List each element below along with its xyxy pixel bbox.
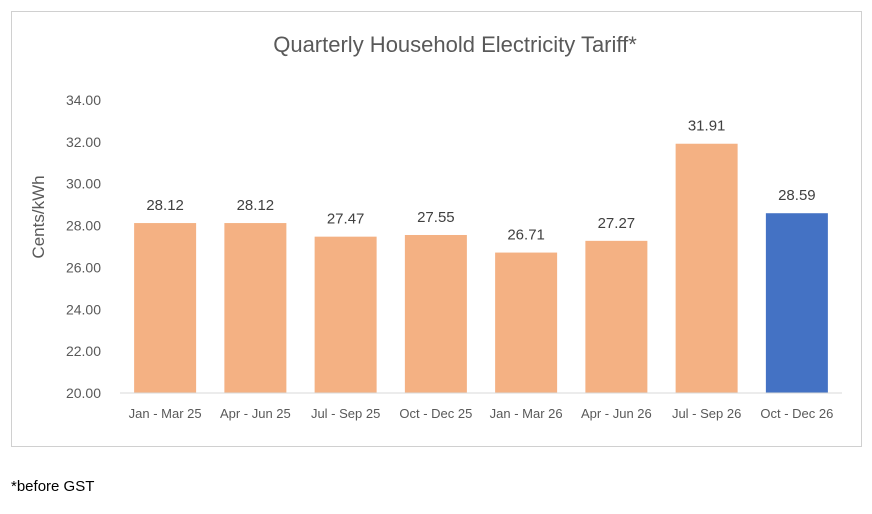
y-axis-label: Cents/kWh (29, 175, 48, 258)
y-tick-label: 24.00 (66, 301, 101, 317)
x-tick-label: Apr - Jun 26 (581, 406, 652, 421)
bar-value-label: 27.27 (598, 215, 636, 232)
bar (765, 213, 828, 393)
y-tick-label: 22.00 (66, 343, 101, 359)
y-tick-label: 28.00 (66, 218, 101, 234)
y-tick-label: 26.00 (66, 259, 101, 275)
x-tick-label: Oct - Dec 26 (760, 406, 833, 421)
bar-series (134, 143, 828, 393)
bar (675, 143, 738, 393)
bar-value-label: 31.91 (688, 118, 726, 135)
x-axis-ticks: Jan - Mar 25 Apr - Jun 25 Jul - Sep 25 Oct … (129, 406, 834, 421)
bar (585, 240, 648, 393)
bar (404, 234, 467, 393)
chart-title: Quarterly Household Electricity Tariff* (273, 32, 637, 57)
bar (495, 252, 558, 393)
y-axis-ticks: 20.00 22.00 24.00 26.00 28.00 30.00 32.00 34.00 (66, 92, 101, 401)
bar (224, 223, 287, 393)
y-tick-label: 30.00 (66, 176, 101, 192)
footnote: *before GST (11, 478, 95, 495)
y-tick-label: 20.00 (66, 385, 101, 401)
bar-chart: Quarterly Household Electricity Tariff* … (29, 32, 842, 421)
bar-value-label: 26.71 (507, 227, 545, 244)
bar (134, 223, 197, 393)
x-tick-label: Jul - Sep 25 (311, 406, 380, 421)
bar-value-label: 28.59 (778, 187, 816, 204)
x-tick-label: Jul - Sep 26 (672, 406, 741, 421)
x-tick-label: Jan - Mar 25 (129, 406, 202, 421)
bar-value-label: 27.47 (327, 211, 365, 228)
bar (314, 236, 377, 393)
bar-value-label: 27.55 (417, 209, 455, 226)
x-tick-label: Apr - Jun 25 (220, 406, 291, 421)
y-tick-label: 34.00 (66, 92, 101, 108)
data-labels: 28.12 28.12 27.47 27.55 26.71 27.27 31.91 28.59 (146, 118, 815, 244)
bar-value-label: 28.12 (146, 197, 184, 214)
x-tick-label: Oct - Dec 25 (399, 406, 472, 421)
x-tick-label: Jan - Mar 26 (490, 406, 563, 421)
y-tick-label: 32.00 (66, 134, 101, 150)
bar-value-label: 28.12 (237, 197, 275, 214)
chart-frame: Quarterly Household Electricity Tariff* … (11, 11, 862, 447)
